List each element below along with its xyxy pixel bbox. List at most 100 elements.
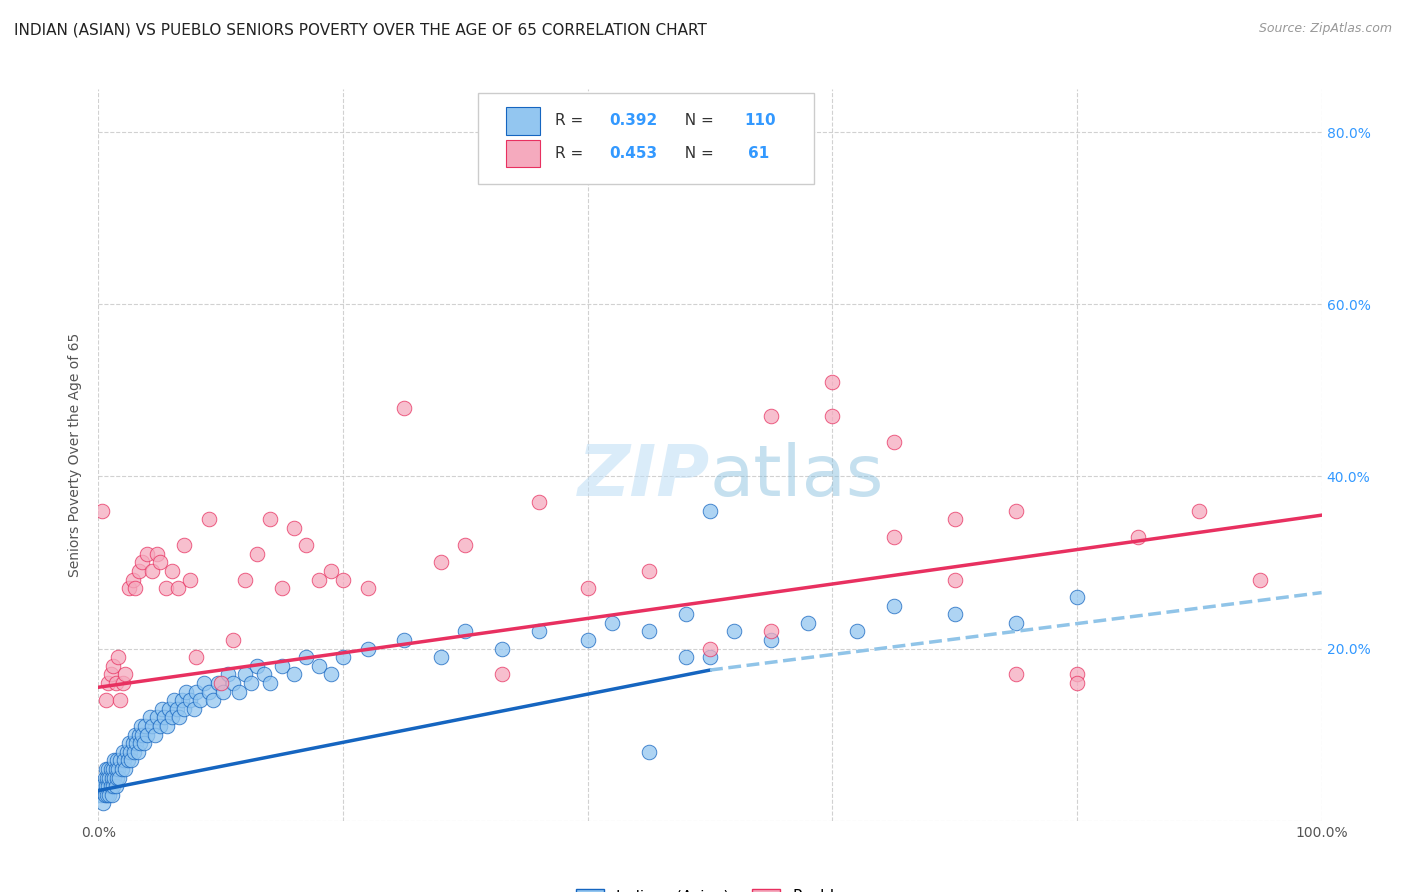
Point	[332, 573, 354, 587]
Point	[108, 771, 131, 785]
Point	[120, 753, 142, 767]
Point	[149, 556, 172, 570]
Point	[111, 676, 134, 690]
Point	[883, 435, 905, 450]
Point	[93, 788, 115, 802]
FancyBboxPatch shape	[506, 140, 540, 168]
Point	[115, 745, 138, 759]
Point	[392, 401, 416, 415]
Point	[110, 693, 132, 707]
Point	[295, 650, 318, 665]
Point	[186, 684, 208, 698]
Point	[90, 788, 112, 802]
Point	[207, 676, 229, 690]
Point	[96, 788, 118, 802]
Point	[821, 409, 844, 424]
Point	[638, 564, 661, 578]
Point	[240, 676, 263, 690]
Point	[153, 710, 176, 724]
Point	[1004, 615, 1026, 630]
Point	[295, 538, 318, 552]
Point	[217, 667, 239, 681]
Point	[91, 504, 114, 518]
Y-axis label: Seniors Poverty Over the Age of 65: Seniors Poverty Over the Age of 65	[69, 333, 83, 577]
Point	[157, 702, 180, 716]
Point	[176, 684, 198, 698]
Point	[188, 693, 211, 707]
Point	[173, 538, 195, 552]
Point	[761, 632, 783, 647]
Point	[723, 624, 745, 639]
FancyBboxPatch shape	[506, 107, 540, 135]
Point	[141, 719, 163, 733]
Point	[356, 582, 378, 596]
Text: 61: 61	[748, 146, 769, 161]
Point	[146, 547, 169, 561]
Point	[1004, 504, 1026, 518]
Point	[527, 495, 550, 509]
Point	[675, 650, 697, 665]
Point	[270, 658, 294, 673]
Point	[527, 624, 550, 639]
Point	[209, 676, 232, 690]
Text: R =: R =	[555, 146, 588, 161]
Point	[392, 632, 416, 647]
Point	[491, 667, 513, 681]
Point	[491, 641, 513, 656]
Point	[105, 771, 128, 785]
Point	[186, 650, 208, 665]
Point	[114, 762, 136, 776]
Point	[270, 582, 294, 596]
Point	[129, 719, 152, 733]
Point	[222, 632, 245, 647]
Point	[259, 512, 281, 526]
Point	[93, 771, 115, 785]
Point	[1249, 573, 1271, 587]
Point	[246, 658, 269, 673]
Point	[883, 530, 905, 544]
Point	[699, 641, 721, 656]
Point	[101, 788, 124, 802]
Point	[98, 788, 121, 802]
Point	[675, 607, 697, 621]
Text: N =: N =	[675, 146, 718, 161]
Point	[104, 762, 127, 776]
Point	[129, 736, 152, 750]
Point	[103, 771, 125, 785]
Point	[132, 736, 155, 750]
Point	[128, 564, 150, 578]
Point	[125, 736, 148, 750]
Point	[1128, 530, 1150, 544]
Point	[797, 615, 820, 630]
Point	[94, 762, 117, 776]
Point	[105, 753, 128, 767]
Point	[308, 573, 330, 587]
Point	[101, 779, 124, 793]
Text: R =: R =	[555, 113, 588, 128]
Point	[128, 728, 150, 742]
Point	[131, 728, 153, 742]
Point	[111, 745, 134, 759]
Point	[101, 771, 124, 785]
Point	[332, 650, 354, 665]
Point	[246, 547, 269, 561]
Point	[163, 693, 186, 707]
Point	[259, 676, 281, 690]
Point	[699, 650, 721, 665]
Point	[638, 745, 661, 759]
Point	[179, 693, 201, 707]
Point	[883, 599, 905, 613]
Point	[600, 615, 623, 630]
Point	[761, 409, 783, 424]
Point	[107, 650, 129, 665]
Point	[197, 684, 219, 698]
FancyBboxPatch shape	[478, 93, 814, 185]
Point	[183, 702, 205, 716]
Text: atlas: atlas	[710, 442, 884, 511]
Point	[100, 779, 122, 793]
Point	[103, 753, 125, 767]
Point	[228, 684, 250, 698]
Text: N =: N =	[675, 113, 718, 128]
Text: Source: ZipAtlas.com: Source: ZipAtlas.com	[1258, 22, 1392, 36]
Point	[156, 719, 179, 733]
